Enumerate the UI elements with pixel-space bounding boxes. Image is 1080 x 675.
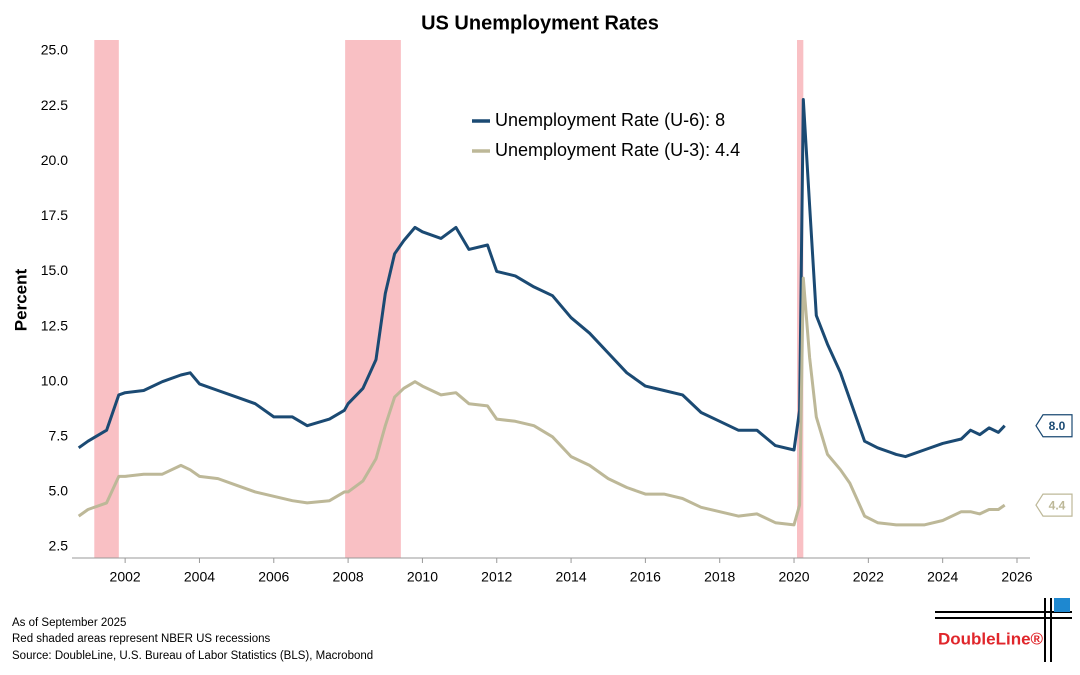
x-tick-label: 2008 [333, 569, 364, 585]
x-tick-label: 2026 [1001, 569, 1032, 585]
x-tick-label: 2024 [927, 569, 958, 585]
x-tick-label: 2010 [407, 569, 438, 585]
y-tick-label: 17.5 [41, 207, 68, 223]
end-flag [1035, 414, 1073, 438]
x-tick-label: 2016 [630, 569, 661, 585]
note: As of September 2025 [12, 617, 126, 629]
y-tick-label: 12.5 [41, 317, 68, 333]
x-tick-label: 2020 [778, 569, 809, 585]
y-tick-label: 22.5 [41, 97, 68, 113]
chart-title: US Unemployment Rates [421, 12, 659, 34]
legend-label: Unemployment Rate (U-6): 8 [495, 110, 725, 130]
recession-band [345, 40, 401, 558]
logo-lines [935, 598, 1072, 662]
recession-band [94, 40, 119, 558]
y-tick-label: 5.0 [49, 483, 69, 499]
end-label: 8.0 [1049, 419, 1066, 433]
y-tick-label: 25.0 [41, 42, 68, 58]
y-tick-label: 20.0 [41, 152, 68, 168]
x-tick-label: 2006 [258, 569, 289, 585]
y-tick-label: 2.5 [49, 538, 69, 554]
y-tick-label: 15.0 [41, 262, 68, 278]
series-line [77, 276, 1006, 527]
y-axis-label: Percent [11, 268, 30, 331]
logo: DoubleLine® [938, 629, 1044, 648]
x-tick-label: 2012 [481, 569, 512, 585]
series-line [77, 98, 1006, 459]
legend-label: Unemployment Rate (U-3): 4.4 [495, 140, 740, 160]
x-tick-label: 2014 [555, 569, 586, 585]
x-tick-label: 2004 [184, 569, 215, 585]
end-flag [1035, 493, 1073, 517]
x-tick-label: 2022 [853, 569, 884, 585]
x-tick-label: 2018 [704, 569, 735, 585]
y-tick-label: 7.5 [49, 427, 69, 443]
end-label: 4.4 [1049, 498, 1066, 512]
note: Source: DoubleLine, U.S. Bureau of Labor… [12, 650, 373, 662]
x-tick-label: 2002 [110, 569, 141, 585]
y-tick-label: 10.0 [41, 372, 68, 388]
note: Red shaded areas represent NBER US reces… [12, 633, 270, 645]
logo-square [1054, 598, 1070, 612]
